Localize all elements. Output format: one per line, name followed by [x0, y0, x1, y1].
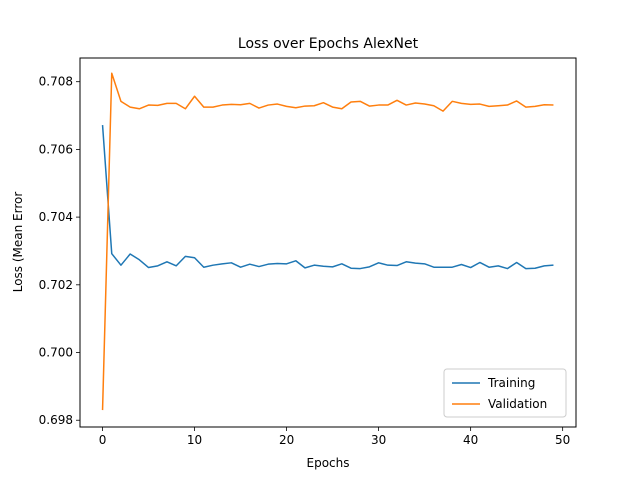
legend: Training Validation [443, 368, 567, 418]
legend-label-validation: Validation [488, 397, 547, 411]
x-axis-label: Epochs [307, 456, 350, 470]
x-tick-label: 10 [187, 433, 202, 447]
x-tick-label: 0 [99, 433, 107, 447]
x-tick-label: 40 [463, 433, 478, 447]
series-line-training [101, 124, 554, 270]
legend-box [443, 368, 567, 418]
y-axis: 0.698 0.700 0.702 0.704 0.706 0.708 [39, 75, 80, 427]
legend-label-training: Training [487, 376, 535, 390]
y-tick-label: 0.702 [39, 278, 73, 292]
plot-frame [79, 57, 577, 428]
x-tick-label: 20 [279, 433, 294, 447]
x-axis: 0 10 20 30 40 50 [99, 427, 570, 447]
x-tick-label: 50 [555, 433, 570, 447]
y-tick-label: 0.698 [39, 413, 73, 427]
y-tick-label: 0.700 [39, 346, 73, 360]
plot-series [101, 72, 554, 411]
y-axis-label: Loss (Mean Error [11, 192, 25, 293]
y-tick-label: 0.708 [39, 75, 73, 89]
x-tick-label: 30 [371, 433, 386, 447]
y-tick-label: 0.706 [39, 142, 73, 156]
series-line-validation [101, 72, 554, 411]
chart-title: Loss over Epochs AlexNet [238, 36, 419, 52]
y-tick-label: 0.704 [39, 210, 73, 224]
